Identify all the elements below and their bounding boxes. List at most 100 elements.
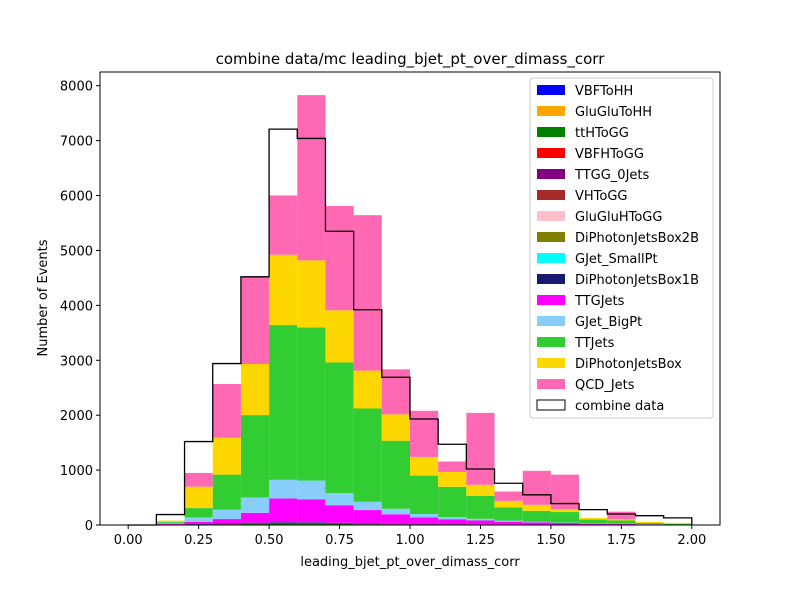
bar-DiPhotonJetsBox-bin-19 (664, 523, 692, 524)
y-tick-label: 3000 (60, 354, 93, 369)
bar-DiPhotonJetsBox-bin-15 (551, 509, 579, 512)
bar-DiPhotonJetsBox-bin-10 (410, 457, 438, 476)
legend-label: TTGG_0Jets (574, 168, 650, 183)
bar-DiPhotonJetsBox-bin-5 (269, 255, 297, 325)
bar-DiPhotonJetsBox-bin-4 (241, 364, 269, 415)
bar-TTJets-bin-18 (635, 523, 663, 524)
y-tick-label: 8000 (60, 80, 93, 95)
y-tick-label: 1000 (60, 464, 93, 479)
bar-TTGJets-bin-13 (495, 522, 523, 525)
bar-GJet_BigPt-bin-9 (382, 509, 410, 514)
legend-swatch (537, 232, 565, 242)
bar-GJet_BigPt-bin-7 (325, 493, 353, 505)
legend-swatch (537, 169, 565, 179)
legend-swatch (537, 211, 565, 221)
bar-TTGJets-bin-1 (156, 524, 184, 525)
bar-GJet_BigPt-bin-14 (523, 522, 551, 523)
bar-TTJets-bin-9 (382, 441, 410, 509)
x-tick-label: 1.50 (536, 533, 565, 548)
bar-DiPhotonJetsBox-bin-9 (382, 414, 410, 440)
bar-TTJets-bin-14 (523, 511, 551, 522)
bar-GJet_BigPt-bin-5 (269, 480, 297, 499)
bar-DiPhotonJetsBox-bin-3 (213, 438, 241, 475)
bar-TTJets-bin-5 (269, 325, 297, 480)
bar-DiPhotonJetsBox-bin-8 (354, 371, 382, 409)
bar-GJet_BigPt-bin-8 (354, 502, 382, 510)
y-tick-label: 0 (85, 519, 93, 534)
bar-TTGG_0Jets-bin-5 (269, 523, 297, 524)
bar-DiPhotonJetsBox-bin-14 (523, 505, 551, 511)
legend-swatch (537, 148, 565, 158)
bar-GJet_BigPt-bin-12 (466, 519, 494, 521)
bar-TTGJets-bin-5 (269, 499, 297, 523)
bar-GJet_BigPt-bin-13 (495, 521, 523, 522)
x-tick-label: 1.75 (607, 533, 636, 548)
legend-label: ttHToGG (575, 126, 629, 141)
legend-label: TTGJets (574, 294, 625, 309)
legend-swatch (537, 316, 565, 326)
legend-label: GJet_SmallPt (575, 252, 658, 267)
legend-swatch (537, 106, 565, 116)
bar-TTGJets-bin-4 (241, 513, 269, 523)
bar-DiPhotonJetsBox1B-bin-5 (269, 522, 297, 523)
bar-GJet_BigPt-bin-2 (185, 517, 213, 521)
bar-DiPhotonJetsBox-bin-18 (635, 522, 663, 523)
legend-label: GluGluHToGG (575, 210, 662, 225)
legend-swatch (537, 295, 565, 305)
y-tick-label: 6000 (60, 190, 93, 205)
bar-TTGJets-bin-6 (297, 499, 325, 522)
x-tick-label: 1.25 (466, 533, 495, 548)
bar-TTJets-bin-7 (325, 362, 353, 493)
bar-DiPhotonJetsBox-bin-16 (579, 518, 607, 520)
bar-DiPhotonJetsBox-bin-6 (297, 260, 325, 327)
legend-label: GJet_BigPt (575, 315, 642, 330)
bar-QCD_Jets-bin-8 (354, 215, 382, 370)
y-tick-label: 4000 (60, 299, 93, 314)
x-tick-label: 0.75 (325, 533, 354, 548)
bar-TTGJets-bin-11 (438, 519, 466, 524)
x-tick-label: 2.00 (677, 533, 706, 548)
bar-QCD_Jets-bin-13 (495, 492, 523, 501)
bar-TTGJets-bin-14 (523, 522, 551, 524)
bar-TTGJets-bin-10 (410, 517, 438, 524)
legend-label: VHToGG (575, 189, 628, 204)
bar-TTGJets-bin-15 (551, 523, 579, 525)
x-tick-label: 1.00 (396, 533, 425, 548)
legend-swatch (537, 379, 565, 389)
bar-TTJets-bin-16 (579, 520, 607, 524)
bar-TTJets-bin-1 (156, 522, 184, 523)
bar-TTGJets-bin-9 (382, 514, 410, 523)
bar-GJet_BigPt-bin-1 (156, 523, 184, 524)
bar-TTJets-bin-13 (495, 507, 523, 520)
bar-TTGG_0Jets-bin-8 (354, 524, 382, 525)
x-tick-label: 0.00 (114, 533, 143, 548)
legend-label: QCD_Jets (575, 378, 635, 393)
chart-title: combine data/mc leading_bjet_pt_over_dim… (216, 50, 606, 69)
bar-DiPhotonJetsBox-bin-13 (495, 501, 523, 508)
legend: VBFToHHGluGluToHHttHToGGVBFHToGGTTGG_0Je… (530, 78, 713, 418)
bar-TTGJets-bin-2 (185, 522, 213, 524)
bar-TTGG_0Jets-bin-7 (325, 523, 353, 524)
bar-TTJets-bin-12 (466, 496, 494, 519)
legend-label: GluGluToHH (575, 105, 652, 120)
bar-QCD_Jets-bin-3 (213, 384, 241, 438)
bar-QCD_Jets-bin-11 (438, 462, 466, 472)
bar-TTJets-bin-10 (410, 476, 438, 514)
bar-TTJets-bin-8 (354, 408, 382, 501)
bar-DiPhotonJetsBox-bin-11 (438, 472, 466, 487)
bar-DiPhotonJetsBox1B-bin-6 (297, 522, 325, 523)
legend-swatch (537, 337, 565, 347)
legend-label: DiPhotonJetsBox1B (575, 273, 699, 288)
bar-TTJets-bin-2 (185, 508, 213, 517)
x-tick-label: 0.50 (255, 533, 284, 548)
y-tick-label: 7000 (60, 135, 93, 150)
bar-GJet_BigPt-bin-10 (410, 514, 438, 517)
legend-swatch (537, 85, 565, 95)
legend-label: VBFHToGG (575, 147, 644, 162)
y-tick-label: 5000 (60, 244, 93, 259)
bar-DiPhotonJetsBox-bin-17 (607, 519, 635, 520)
bar-QCD_Jets-bin-17 (607, 512, 635, 520)
